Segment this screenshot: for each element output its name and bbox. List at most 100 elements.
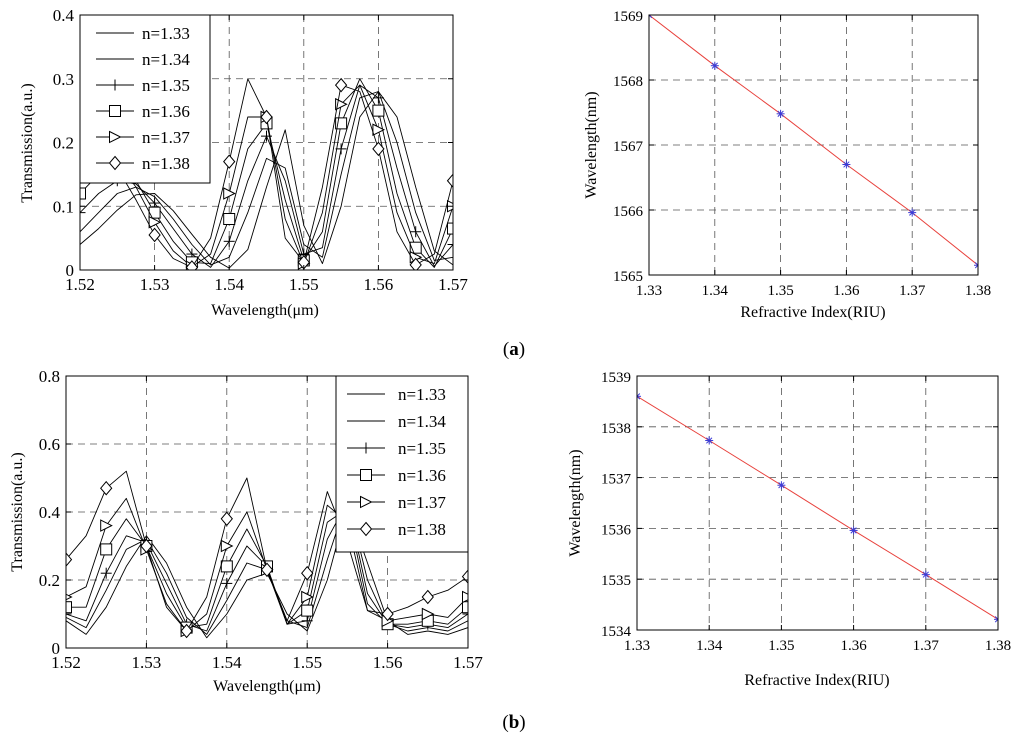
x-axis-label: Refractive Index(RIU) xyxy=(740,304,885,321)
square-marker xyxy=(409,241,422,254)
y-tick-label: 0.4 xyxy=(39,503,61,522)
triangle-marker xyxy=(109,130,122,144)
star-marker xyxy=(850,527,857,534)
triangle-marker xyxy=(66,593,73,601)
diamond-marker xyxy=(421,589,434,605)
chart-4: 1.33 1.34 1.35 1.36 1.37 1.38 1534 1535 1536 1537… xyxy=(567,370,1011,689)
diamond-marker xyxy=(301,565,314,581)
star-marker xyxy=(974,262,978,266)
x-tick-label: 1.33 xyxy=(624,638,650,654)
y-tick-label: 1567 xyxy=(613,139,644,155)
triangle-marker xyxy=(223,187,236,200)
x-tick-label: 1.38 xyxy=(985,638,1011,654)
square-marker xyxy=(360,469,372,481)
diamond-marker xyxy=(260,109,273,125)
y-tick-label: 1537 xyxy=(601,472,632,488)
series-line-1 xyxy=(80,91,453,269)
diamond-marker xyxy=(372,141,385,157)
y-tick-label: 0.6 xyxy=(39,435,60,454)
diamond-marker xyxy=(260,562,274,578)
x-tick-label: 1.34 xyxy=(702,283,729,299)
legend-box xyxy=(79,14,211,184)
square-marker xyxy=(109,105,121,117)
x-tick-label: 1.37 xyxy=(913,638,940,654)
diamond-marker xyxy=(359,521,373,537)
y-axis-label: Transmission(a.u.) xyxy=(9,452,26,571)
star-marker xyxy=(909,209,916,216)
y-tick-label: 0.4 xyxy=(53,6,75,25)
y-tick-label: 0 xyxy=(66,261,75,280)
y-tick-label: 1565 xyxy=(613,269,643,285)
x-tick-label: 1.36 xyxy=(833,283,860,299)
chart-1: 1.52 1.53 1.54 1.55 1.56 1.57 0 0.1 0.2 0.3 0.4 Wav… xyxy=(19,6,468,319)
y-tick-label: 0.2 xyxy=(39,571,60,590)
legend-entry: n=1.35 xyxy=(398,439,446,458)
y-tick-label: 1535 xyxy=(601,573,631,589)
x-tick-label: 1.56 xyxy=(364,275,394,294)
chart-2: 1.33 1.34 1.35 1.36 1.37 1.38 1565 1566 1567 1568… xyxy=(583,9,991,321)
square-marker xyxy=(220,560,233,573)
x-tick-label: 1.55 xyxy=(292,653,322,672)
star-marker xyxy=(777,110,784,117)
y-tick-label: 1538 xyxy=(601,421,631,437)
x-tick-label: 1.54 xyxy=(212,653,242,672)
legend-entry: n=1.35 xyxy=(142,76,190,95)
y-axis-label: Wavelength(nm) xyxy=(567,449,584,556)
x-tick-label: 1.53 xyxy=(140,275,170,294)
triangle-marker xyxy=(462,590,468,604)
diamond-marker xyxy=(223,154,236,169)
x-tick-label: 1.56 xyxy=(373,653,403,672)
x-axis-label: Wavelength(μm) xyxy=(211,302,319,319)
triangle-marker xyxy=(100,519,113,532)
x-tick-label: 1.38 xyxy=(965,283,991,299)
triangle-marker xyxy=(220,539,234,553)
plot-area xyxy=(637,392,998,624)
star-marker xyxy=(843,161,850,168)
x-tick-label: 1.36 xyxy=(840,638,867,654)
x-tick-label: 1.54 xyxy=(214,275,244,294)
square-marker xyxy=(80,187,86,200)
y-tick-label: 1566 xyxy=(613,204,644,220)
y-axis-label: Wavelength(nm) xyxy=(583,91,600,198)
panel-caption: (b) xyxy=(502,712,525,733)
square-marker xyxy=(100,543,113,556)
star-marker xyxy=(974,264,978,269)
diamond-marker xyxy=(108,155,122,171)
triangle-marker xyxy=(372,123,386,137)
square-marker xyxy=(223,213,236,225)
y-tick-label: 1568 xyxy=(613,74,643,90)
x-tick-label: 1.55 xyxy=(289,275,319,294)
axes-frame xyxy=(636,375,999,631)
square-marker xyxy=(66,601,72,614)
square-marker xyxy=(447,222,453,235)
star-marker xyxy=(711,62,718,69)
x-tick-label: 1.57 xyxy=(438,275,468,294)
series-line-1 xyxy=(649,15,978,266)
diamond-marker xyxy=(409,257,422,270)
plot-area xyxy=(80,77,453,270)
x-axis-label: Wavelength(μm) xyxy=(213,678,321,695)
legend-entry: n=1.38 xyxy=(142,154,190,173)
triangle-marker xyxy=(421,607,435,621)
y-axis-label: Transmission(a.u.) xyxy=(19,83,36,202)
y-tick-label: 1539 xyxy=(601,370,631,386)
y-tick-label: 0.8 xyxy=(39,367,60,386)
x-axis-label: Refractive Index(RIU) xyxy=(744,672,889,689)
chart-3: 1.52 1.53 1.54 1.55 1.56 1.57 0 0.2 0.4 0.6 0.8 Wav… xyxy=(9,367,483,695)
y-tick-label: 1534 xyxy=(601,624,632,640)
legend-entry: n=1.34 xyxy=(142,50,190,69)
x-tick-label: 1.34 xyxy=(696,638,723,654)
y-tick-label: 1569 xyxy=(613,9,643,25)
star-marker xyxy=(922,571,929,578)
legend-box xyxy=(335,375,469,553)
triangle-marker xyxy=(148,215,162,229)
y-tick-label: 0.2 xyxy=(53,134,74,153)
diamond-marker xyxy=(100,480,113,496)
star-marker xyxy=(994,618,998,623)
y-tick-label: 0.3 xyxy=(53,70,74,89)
x-tick-label: 1.57 xyxy=(453,653,483,672)
square-marker xyxy=(301,604,314,617)
legend-entry: n=1.33 xyxy=(142,24,190,43)
y-tick-label: 0.1 xyxy=(53,197,74,216)
